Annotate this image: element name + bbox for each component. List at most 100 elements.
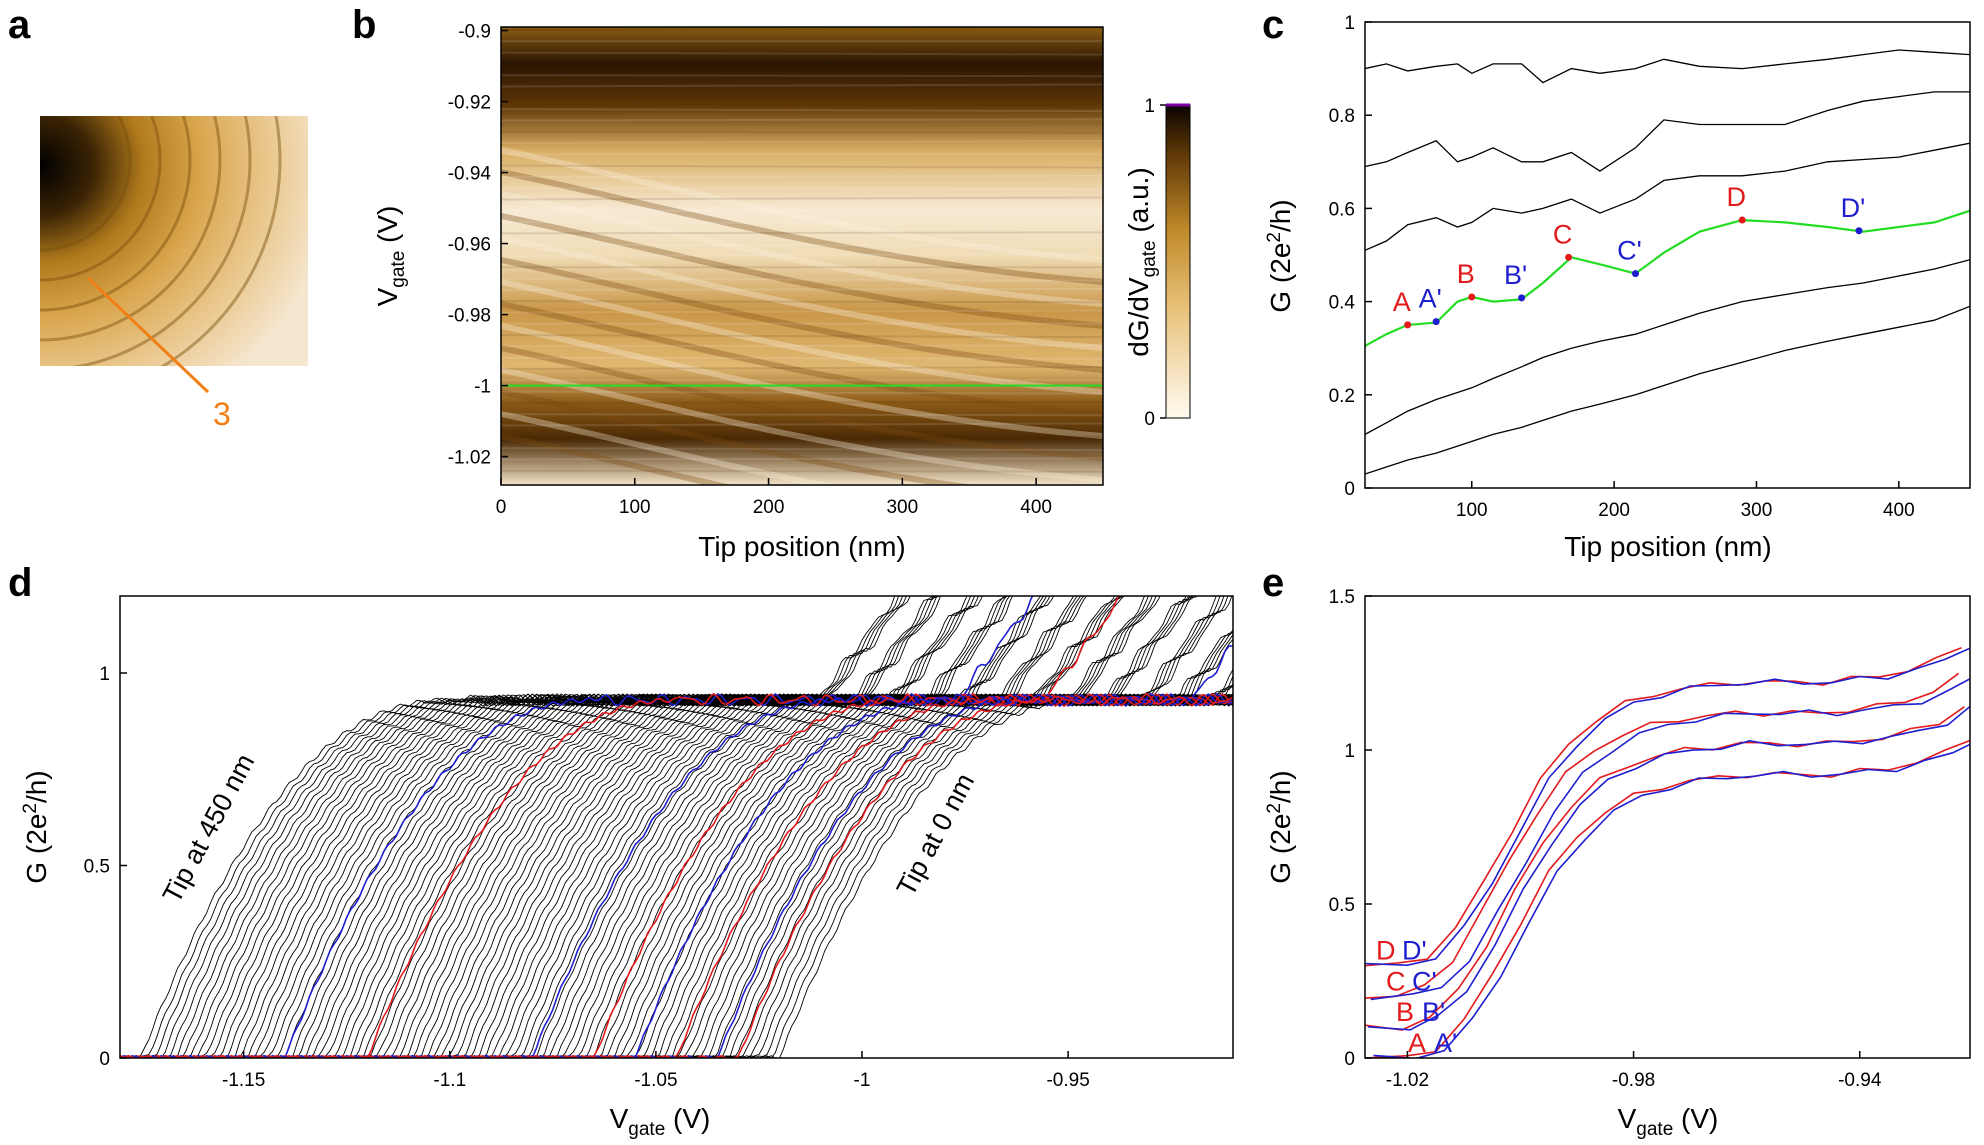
- panel-label-d: d: [8, 561, 32, 605]
- c-series-trace5: [1365, 49, 1970, 84]
- c-point-D': [1855, 227, 1863, 235]
- e-xlabel: Vgate (V): [1618, 1103, 1719, 1140]
- c-series-trace2: [1365, 259, 1970, 435]
- b-ytick: -0.98: [448, 306, 491, 327]
- colorbar-label: dG/dVgate (a.u.): [1123, 167, 1160, 357]
- b-xtick: 300: [886, 497, 918, 518]
- c-point-label: C: [1553, 219, 1573, 249]
- panel-label-b: b: [352, 3, 376, 47]
- panel-label-e: e: [1262, 561, 1284, 605]
- c-point-label: A': [1419, 284, 1442, 314]
- c-ytick: 0.4: [1329, 293, 1356, 314]
- e-label: C: [1386, 966, 1406, 996]
- d-highlight-trace: [120, 692, 1233, 1058]
- d-xtick: -1.15: [222, 1070, 265, 1091]
- e-series-C': [1370, 677, 1970, 1001]
- c-point-B': [1518, 294, 1526, 302]
- c-ylabel: G (2e2/h): [1264, 199, 1296, 312]
- c-point-label: B': [1504, 260, 1527, 290]
- d-trace: [120, 596, 1149, 1058]
- c-point-label: D': [1841, 193, 1866, 223]
- e-label: A: [1408, 1028, 1426, 1058]
- e-series-B': [1367, 705, 1970, 1031]
- c-series-highlight: [1365, 209, 1970, 347]
- c-point-D: [1738, 216, 1746, 224]
- c-point-label: D: [1726, 182, 1746, 212]
- e-ylabel: G (2e2/h): [1264, 770, 1296, 883]
- d-xlabel: Vgate (V): [610, 1103, 711, 1140]
- e-label: D': [1402, 936, 1427, 966]
- e-ytick: 1.5: [1329, 587, 1355, 608]
- e-label: C': [1412, 966, 1437, 996]
- d-xtick: -1.05: [634, 1070, 677, 1091]
- colorbar-tick-max: 1: [1144, 96, 1155, 117]
- line-chart-d: -1.15 -1.1 -1.05 -1 -0.95 0 0.5 1 Tip at 450 nm…: [20, 595, 1234, 1140]
- b-xtick: 200: [753, 497, 785, 518]
- c-point-B: [1468, 293, 1476, 301]
- e-series-C: [1365, 672, 1960, 999]
- e-label: B': [1422, 997, 1445, 1027]
- e-ytick: 0: [1344, 1049, 1355, 1070]
- line-chart-c: A A'B B'CC'D D' 100 200 300 40000.20.40.60.81 …: [1264, 13, 1971, 562]
- c-xtick: 300: [1741, 500, 1773, 521]
- e-xtick: -0.94: [1838, 1070, 1882, 1091]
- c-point-label: C': [1617, 236, 1642, 266]
- d-xtick: -1.1: [433, 1070, 466, 1091]
- d-trace: [120, 596, 911, 1058]
- e-series-D': [1365, 647, 1970, 967]
- d-highlight-trace: [120, 596, 1034, 1058]
- e-ytick: 1: [1344, 741, 1355, 762]
- b-xtick: 0: [496, 497, 507, 518]
- c-ytick: 1: [1344, 13, 1355, 34]
- c-ytick: 0.8: [1329, 106, 1355, 127]
- c-point-A: [1404, 321, 1412, 329]
- panel-label-a: a: [8, 3, 31, 47]
- c-xtick: 200: [1598, 500, 1630, 521]
- b-ytick: -1.02: [448, 448, 491, 469]
- annotation-tip-0: Tip at 0 nm: [891, 768, 980, 900]
- b-ytick: -1: [474, 377, 491, 398]
- c-point-C: [1565, 253, 1573, 261]
- d-trace: [120, 596, 1194, 1058]
- b-ytick: -0.9: [458, 22, 491, 43]
- d-trace: [120, 596, 1225, 1058]
- b-ytick: -0.94: [448, 164, 492, 185]
- d-trace: [120, 596, 1198, 1058]
- heatmap-panel: 0 100 200 300 400 -0.9 -0.92 -0.94 -0.96 -0.98 -1 -…: [372, 22, 1191, 562]
- d-trace: [120, 686, 1233, 1058]
- c-series-trace1: [1365, 305, 1970, 475]
- c-point-label: B: [1457, 259, 1475, 289]
- c-ytick: 0: [1344, 479, 1355, 500]
- cut-line-label: 3: [213, 396, 231, 432]
- e-label: B: [1396, 997, 1414, 1027]
- d-trace: [120, 596, 1233, 1058]
- d-ytick: 1: [99, 664, 110, 685]
- d-trace: [120, 596, 979, 1058]
- colorbar: [1165, 104, 1191, 419]
- d-highlight-trace: [120, 645, 1233, 1058]
- d-trace: [120, 596, 939, 1058]
- d-highlight-trace: [120, 692, 1233, 1058]
- e-label: D: [1376, 936, 1396, 966]
- annotation-tip-450: Tip at 450 nm: [157, 749, 261, 908]
- line-chart-e: A A' B B' C C' D D' -1.02 -0.98 -0.94 0 0.5 1 1.5 Vga…: [1264, 587, 1971, 1140]
- e-xtick: -0.98: [1612, 1070, 1655, 1091]
- d-ylabel: G (2e2/h): [20, 770, 52, 883]
- d-trace: [120, 596, 1145, 1058]
- d-highlight-trace: [120, 693, 1233, 1058]
- d-trace: [120, 596, 1221, 1058]
- e-series-D: [1365, 646, 1962, 967]
- b-xlabel: Tip position (nm): [698, 531, 905, 562]
- d-trace: [120, 596, 937, 1058]
- c-xtick: 400: [1883, 500, 1915, 521]
- e-label: A': [1434, 1028, 1457, 1058]
- c-point-A': [1432, 318, 1440, 326]
- d-ytick: 0: [99, 1049, 110, 1070]
- c-series-trace4: [1365, 91, 1970, 172]
- d-xtick: -0.95: [1046, 1070, 1089, 1091]
- c-point-C': [1631, 270, 1639, 278]
- d-trace: [120, 596, 1187, 1058]
- d-trace: [120, 596, 1161, 1058]
- b-ytick: -0.92: [448, 93, 491, 114]
